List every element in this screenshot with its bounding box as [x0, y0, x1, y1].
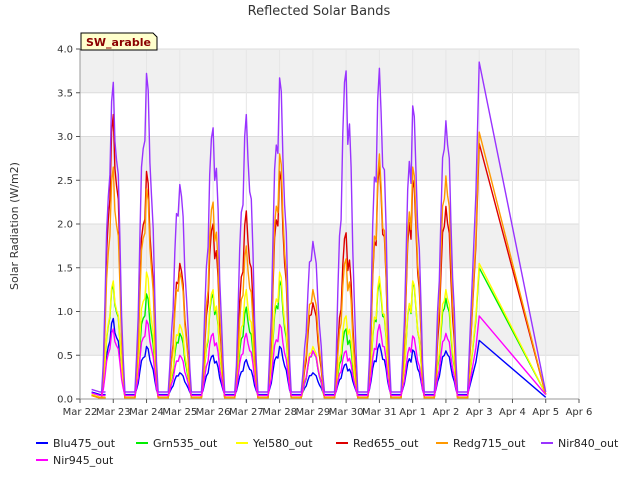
y-tick-label: 3.0	[57, 132, 73, 143]
x-tick-label: Apr 1	[399, 407, 426, 418]
y-ticks: 0.0 0.5 1.0 1.5 2.0 2.5 3.0 3.5 4.0	[57, 45, 80, 406]
grid-band	[80, 311, 579, 356]
legend-label: Red655_out	[353, 437, 419, 450]
legend-item-Grn535_out: Grn535_out	[136, 437, 218, 450]
y-tick-label: 1.5	[57, 263, 73, 274]
legend: Blu475_out Grn535_out Yel580_out Red655_out…	[36, 437, 619, 467]
grid-band	[80, 224, 579, 268]
x-tick-label: Mar 27	[229, 407, 264, 418]
y-tick-label: 2.0	[57, 220, 73, 231]
chart-title: Reflected Solar Bands	[248, 4, 391, 19]
y-tick-label: 2.5	[57, 176, 73, 187]
legend-label: Grn535_out	[153, 437, 218, 450]
y-tick-label: 0.0	[57, 395, 73, 406]
legend-item-Red655_out: Red655_out	[336, 437, 419, 450]
x-tick-label: Mar 30	[329, 407, 364, 418]
legend-label: Redg715_out	[453, 437, 526, 450]
legend-item-Yel580_out: Yel580_out	[236, 437, 313, 450]
legend-label: Nir840_out	[558, 437, 619, 450]
x-tick-label: Apr 5	[532, 407, 559, 418]
legend-label: Blu475_out	[53, 437, 116, 450]
badge-box	[80, 32, 158, 51]
x-tick-label: Mar 23	[96, 407, 131, 418]
x-tick-label: Mar 31	[362, 407, 397, 418]
x-tick-label: Mar 22	[63, 407, 98, 418]
legend-item-Nir840_out: Nir840_out	[541, 437, 619, 450]
x-tick-label: Mar 26	[196, 407, 231, 418]
series-lines	[79, 49, 579, 400]
x-tick-label: Mar 25	[162, 407, 197, 418]
y-axis-label: Solar Radiation (W/m2)	[8, 162, 21, 290]
grid-band	[80, 136, 579, 181]
legend-label: Nir945_out	[53, 454, 114, 467]
x-tick-label: Mar 24	[129, 407, 164, 418]
series-line-Redg715_out	[91, 131, 547, 399]
x-tick-label: Mar 28	[262, 407, 297, 418]
legend-item-Nir945_out: Nir945_out	[36, 454, 114, 467]
y-tick-label: 3.5	[57, 88, 73, 99]
series-line-Blu475_out	[91, 317, 547, 398]
series-line-Yel580_out	[91, 262, 547, 398]
series-line-Nir840_out	[91, 61, 547, 393]
legend-label: Yel580_out	[252, 437, 313, 450]
x-tick-label: Apr 3	[466, 407, 493, 418]
legend-item-Blu475_out: Blu475_out	[36, 437, 116, 450]
x-tick-label: Apr 6	[566, 407, 593, 418]
legend-item-Redg715_out: Redg715_out	[436, 437, 526, 450]
badge-label: SW_arable	[86, 36, 151, 49]
x-tick-label: Apr 4	[499, 407, 526, 418]
badge: SW_arable	[80, 32, 158, 51]
series-line-Nir945_out	[91, 315, 547, 397]
y-tick-label: 1.0	[57, 307, 73, 318]
y-tick-label: 0.5	[57, 351, 73, 362]
x-tick-label: Mar 29	[295, 407, 330, 418]
grid-band	[80, 49, 579, 93]
x-tick-label: Apr 2	[433, 407, 460, 418]
y-tick-label: 4.0	[57, 45, 73, 56]
